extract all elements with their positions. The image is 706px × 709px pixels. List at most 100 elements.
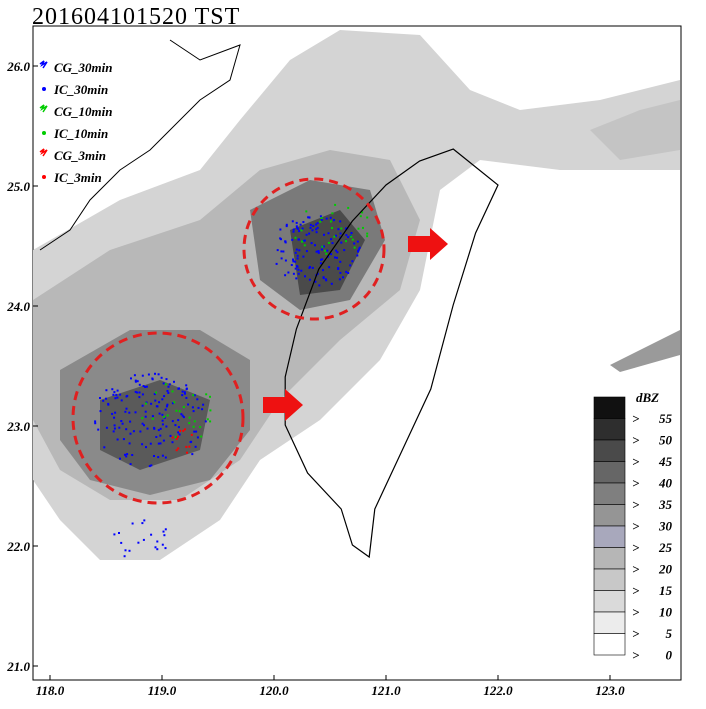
x-tick-label: 122.0: [483, 683, 513, 698]
lightning-mark: [158, 412, 161, 415]
lightning-mark: [335, 234, 337, 237]
lightning-mark: [347, 236, 350, 239]
lightning-mark: [296, 257, 299, 260]
arrow: [263, 389, 303, 421]
lightning-mark: [177, 419, 180, 422]
lightning-mark: [119, 393, 122, 396]
lightning-mark: [200, 435, 203, 438]
lightning-mark: [193, 394, 196, 397]
legend-symbol: [39, 104, 48, 113]
lightning-mark: [165, 425, 168, 428]
lightning-mark: [315, 231, 318, 234]
lightning-mark: [151, 415, 154, 418]
lightning-mark: [113, 391, 116, 394]
x-tick-label: 120.0: [259, 683, 289, 698]
lightning-mark: [165, 405, 168, 408]
lightning-mark: [113, 427, 116, 430]
lightning-mark: [125, 428, 128, 431]
lightning-mark: [173, 380, 175, 383]
lightning-mark: [179, 429, 182, 432]
lightning-mark: [116, 396, 119, 399]
y-tick-label: 21.0: [6, 659, 30, 674]
lightning-mark: [185, 387, 188, 390]
lightning-mark: [353, 242, 356, 245]
lightning-mark: [134, 411, 137, 414]
lightning-mark: [134, 390, 137, 393]
lightning-mark: [143, 519, 146, 522]
lightning-mark: [164, 547, 167, 550]
lightning-mark: [366, 232, 369, 235]
colorbar-symbol: >: [632, 433, 640, 448]
lightning-mark: [102, 399, 105, 402]
lightning-mark: [99, 410, 102, 413]
lightning-mark: [161, 454, 164, 457]
lightning-mark: [318, 284, 321, 287]
lightning-mark: [151, 377, 154, 380]
lightning-mark: [297, 268, 300, 271]
lightning-mark: [116, 438, 119, 441]
lightning-mark: [128, 442, 131, 445]
lightning-mark: [305, 233, 308, 236]
y-tick-label: 22.0: [6, 539, 30, 554]
lightning-mark: [150, 464, 153, 467]
lightning-mark: [303, 239, 306, 242]
lightning-mark: [157, 442, 160, 445]
lightning-mark: [209, 395, 211, 398]
colorbar-swatch: [593, 418, 626, 441]
lightning-mark: [141, 393, 144, 396]
legend-label: IC_30min: [53, 82, 108, 97]
radar-echo: [33, 30, 680, 560]
lightning-mark: [299, 223, 302, 226]
lightning-mark: [151, 417, 154, 420]
lightning-mark: [329, 220, 332, 223]
lightning-mark: [314, 244, 316, 247]
lightning-mark: [94, 420, 97, 423]
lightning-mark: [139, 430, 142, 433]
lightning-mark: [285, 223, 288, 226]
lightning-mark: [195, 430, 198, 433]
lightning-mark: [178, 433, 181, 436]
lightning-mark: [113, 533, 116, 536]
lightning-mark: [338, 278, 341, 281]
lightning-mark: [182, 416, 185, 419]
lightning-mark: [164, 383, 167, 386]
colorbar-swatch: [593, 439, 626, 462]
lightning-mark: [304, 275, 306, 278]
lightning-mark: [315, 223, 318, 226]
lightning-mark: [119, 457, 121, 460]
lightning-mark: [329, 216, 332, 219]
lightning-mark: [347, 206, 350, 209]
legend-symbol: [42, 131, 46, 135]
lightning-mark: [167, 391, 170, 394]
lightning-mark: [188, 445, 191, 448]
lightning-mark: [361, 211, 364, 214]
lightning-mark: [301, 227, 304, 230]
lightning-mark: [166, 390, 169, 392]
lightning-mark: [126, 453, 129, 456]
lightning-mark: [159, 434, 162, 437]
colorbar-swatch: [593, 568, 626, 591]
lightning-mark: [175, 437, 178, 440]
lightning-mark: [120, 420, 123, 422]
lightning-mark: [130, 377, 132, 380]
lightning-mark: [321, 245, 324, 248]
lightning-mark: [190, 433, 193, 436]
lightning-mark: [193, 420, 196, 423]
lightning-mark: [145, 402, 147, 405]
lightning-mark: [292, 260, 295, 263]
colorbar-label: 35: [658, 497, 673, 512]
lightning-mark: [158, 401, 161, 404]
lightning-mark: [331, 212, 334, 215]
lightning-mark: [345, 234, 348, 237]
lightning-mark: [294, 260, 297, 263]
lightning-mark: [316, 226, 319, 229]
lightning-mark: [181, 394, 184, 397]
lightning-mark: [153, 426, 156, 429]
lightning-mark: [340, 241, 343, 244]
colorbar-symbol: >: [632, 476, 640, 491]
y-tick-label: 26.0: [6, 59, 30, 74]
lightning-mark: [157, 429, 160, 432]
lightning-mark: [209, 420, 212, 423]
lightning-mark: [295, 277, 298, 280]
